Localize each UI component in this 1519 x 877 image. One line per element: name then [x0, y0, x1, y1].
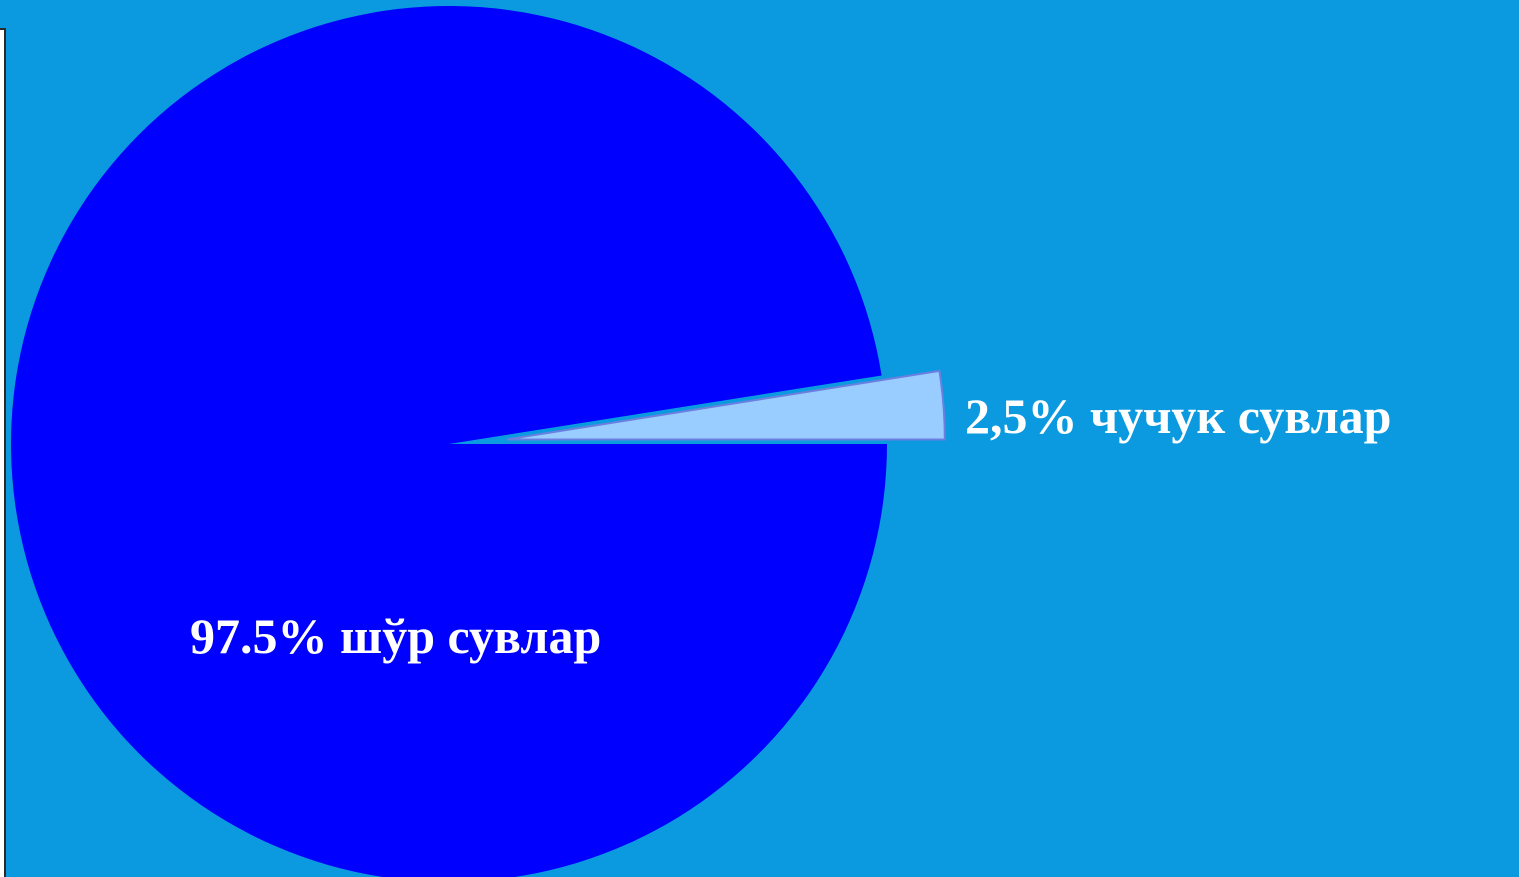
pie-slices: [11, 6, 946, 877]
left-border: [0, 28, 6, 877]
slice-fresh-water: [506, 369, 946, 441]
slice-label-salt-water: 97.5% шўр сувлар: [190, 608, 601, 664]
slice-label-fresh-water: 2,5% чучук сувлар: [965, 388, 1391, 444]
slice-salt-water: [11, 6, 887, 877]
